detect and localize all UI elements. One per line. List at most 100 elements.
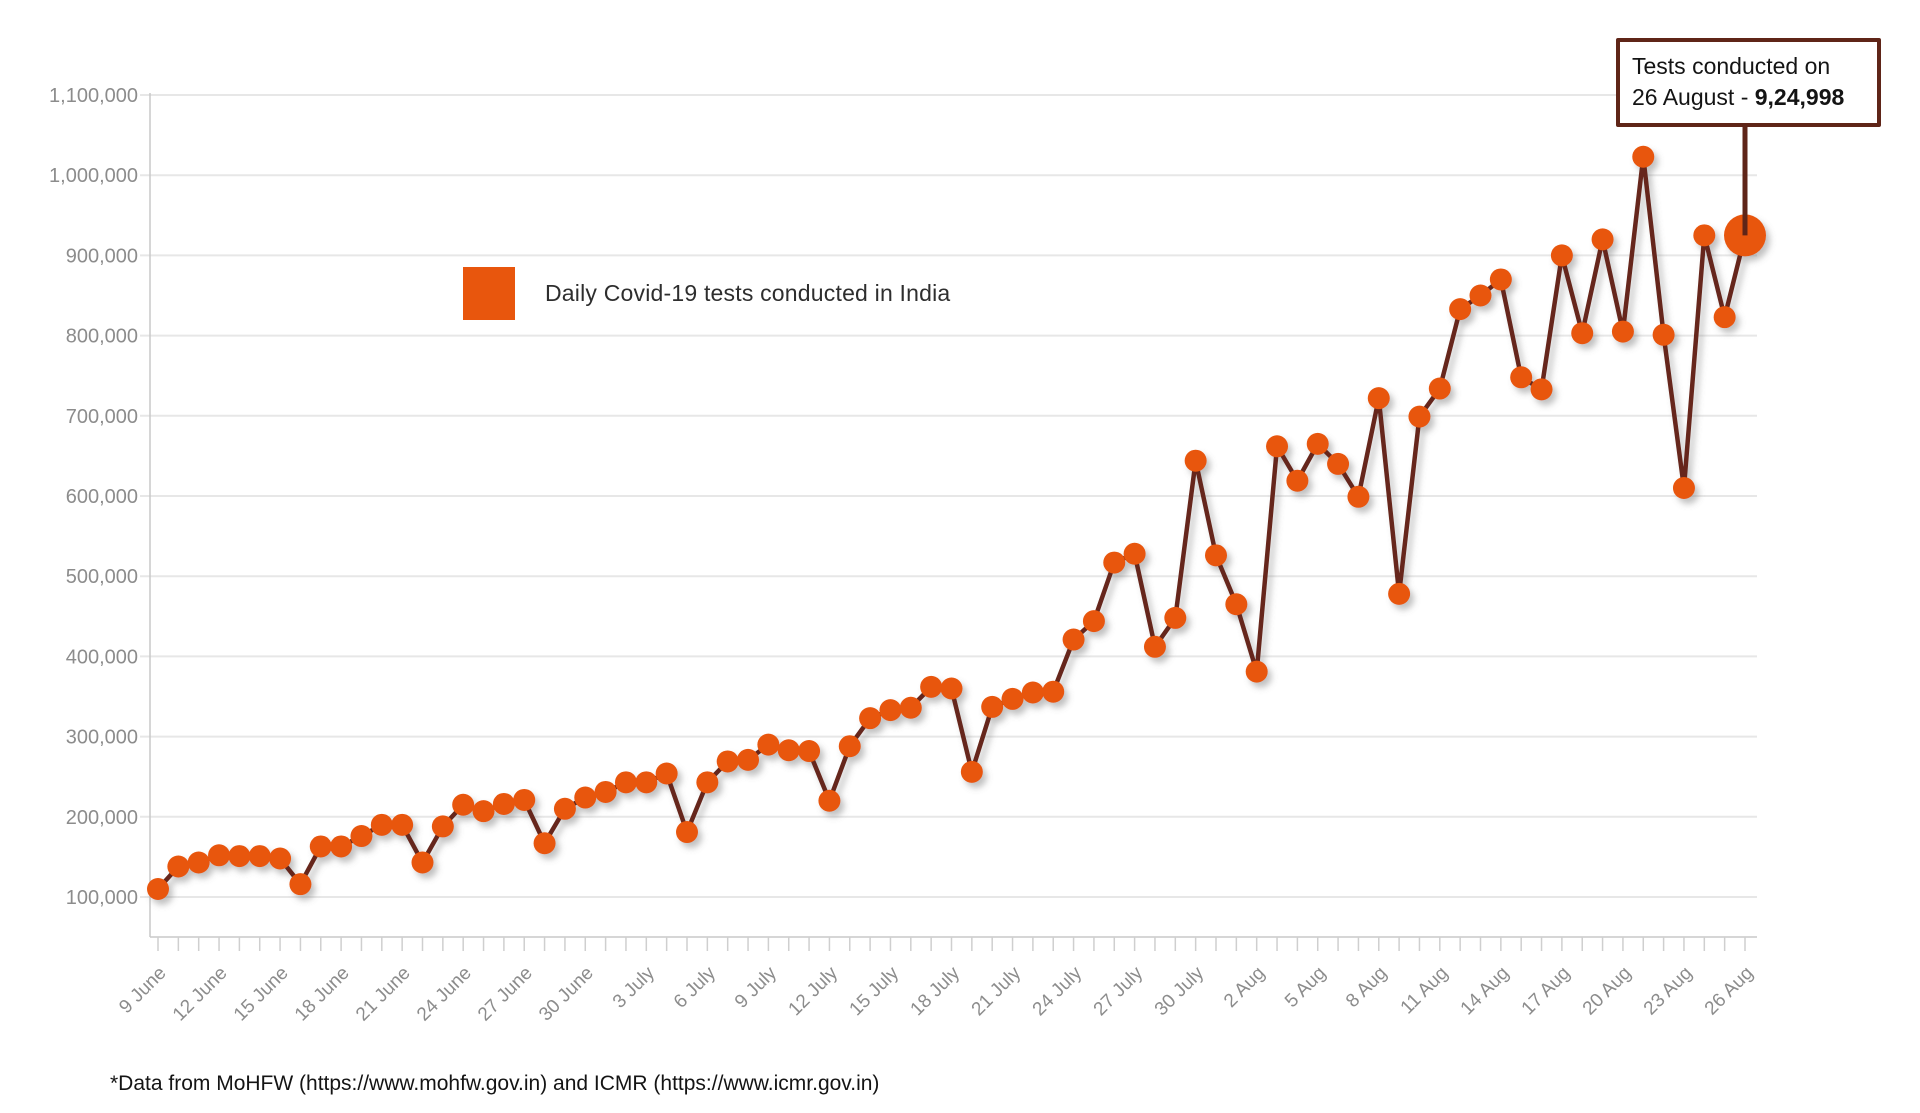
data-point[interactable] xyxy=(1611,320,1634,343)
data-point[interactable] xyxy=(228,845,251,868)
data-point[interactable] xyxy=(818,789,841,812)
legend-swatch xyxy=(463,267,515,320)
y-axis-tick-label: 1,000,000 xyxy=(49,165,138,187)
data-point[interactable] xyxy=(1713,306,1736,329)
x-axis-tick-label: 30 June xyxy=(535,963,598,1026)
data-point[interactable] xyxy=(574,786,597,809)
data-point[interactable] xyxy=(1510,366,1533,389)
data-point[interactable] xyxy=(309,835,332,858)
data-point[interactable] xyxy=(716,750,739,773)
x-axis-tick-label: 20 Aug xyxy=(1579,963,1636,1020)
data-point[interactable] xyxy=(960,760,983,783)
data-point[interactable] xyxy=(1123,542,1146,565)
data-point[interactable] xyxy=(1327,452,1350,475)
data-point[interactable] xyxy=(920,675,943,698)
data-point[interactable] xyxy=(208,844,231,867)
y-axis-tick-label: 700,000 xyxy=(66,406,138,428)
data-point[interactable] xyxy=(391,813,414,836)
x-axis-tick-label: 27 June xyxy=(474,963,537,1026)
data-point[interactable] xyxy=(635,771,658,794)
data-point[interactable] xyxy=(594,780,617,803)
data-point[interactable] xyxy=(1225,593,1248,616)
data-point[interactable] xyxy=(1184,449,1207,472)
data-point[interactable] xyxy=(1042,680,1065,703)
data-point[interactable] xyxy=(533,832,556,855)
data-point[interactable] xyxy=(553,797,576,820)
data-point[interactable] xyxy=(737,748,760,771)
y-axis-tick-label: 300,000 xyxy=(66,727,138,749)
data-point[interactable] xyxy=(676,821,698,844)
data-point[interactable] xyxy=(798,740,821,763)
data-point[interactable] xyxy=(614,771,637,794)
data-point[interactable] xyxy=(1103,551,1126,574)
annotation-callout: Tests conducted on 26 August - 9,24,998 xyxy=(1616,38,1881,127)
data-point[interactable] xyxy=(879,699,902,722)
data-point[interactable] xyxy=(248,845,271,868)
source-note: *Data from MoHFW (https://www.mohfw.gov.… xyxy=(110,1072,880,1095)
data-point[interactable] xyxy=(1388,582,1411,605)
data-point[interactable] xyxy=(1530,378,1553,401)
data-point[interactable] xyxy=(1591,228,1614,251)
data-point[interactable] xyxy=(167,855,190,878)
x-axis-tick-label: 18 June xyxy=(291,963,354,1026)
data-point[interactable] xyxy=(1672,476,1695,499)
data-point[interactable] xyxy=(187,851,210,874)
data-point[interactable] xyxy=(1693,224,1716,247)
data-point[interactable] xyxy=(1489,268,1512,291)
data-point[interactable] xyxy=(1082,610,1105,633)
data-point[interactable] xyxy=(1367,387,1390,410)
data-point[interactable] xyxy=(1286,469,1309,492)
x-axis-tick-label: 12 July xyxy=(785,962,843,1020)
data-point[interactable] xyxy=(940,677,963,700)
data-point[interactable] xyxy=(452,793,475,816)
data-point[interactable] xyxy=(1062,628,1085,651)
series-line xyxy=(155,154,1748,892)
x-axis-tick-label: 14 Aug xyxy=(1457,963,1514,1020)
x-axis-tick-label: 15 June xyxy=(230,963,293,1026)
data-point[interactable] xyxy=(859,707,882,730)
data-point[interactable] xyxy=(513,788,536,811)
data-point[interactable] xyxy=(1001,687,1024,710)
data-point[interactable] xyxy=(1571,322,1594,345)
data-point[interactable] xyxy=(1021,681,1044,704)
data-point[interactable] xyxy=(431,815,454,838)
data-point[interactable] xyxy=(1408,405,1431,428)
data-point[interactable] xyxy=(1449,298,1472,321)
data-point[interactable] xyxy=(777,739,800,762)
data-point[interactable] xyxy=(1347,485,1370,508)
data-point[interactable] xyxy=(1143,635,1166,658)
data-point[interactable] xyxy=(1306,432,1329,455)
data-point[interactable] xyxy=(655,762,678,785)
data-point[interactable] xyxy=(1266,435,1289,458)
data-point[interactable] xyxy=(269,847,292,870)
data-point[interactable] xyxy=(1205,544,1227,567)
data-point[interactable] xyxy=(757,733,780,756)
data-point[interactable] xyxy=(1245,660,1268,683)
x-axis-tick-label: 12 June xyxy=(169,963,232,1026)
legend: Daily Covid-19 tests conducted in India xyxy=(463,267,950,320)
data-point-highlight[interactable] xyxy=(1724,214,1766,257)
data-point[interactable] xyxy=(472,800,495,823)
data-point[interactable] xyxy=(492,792,515,815)
data-point[interactable] xyxy=(411,851,434,874)
data-point[interactable] xyxy=(1652,323,1675,346)
data-point[interactable] xyxy=(1550,244,1573,267)
data-point[interactable] xyxy=(330,835,353,858)
data-point[interactable] xyxy=(289,873,312,896)
data-point[interactable] xyxy=(899,696,922,719)
x-axis-tick-label: 8 Aug xyxy=(1342,963,1391,1012)
data-point[interactable] xyxy=(1164,606,1187,629)
x-axis-tick-label: 5 Aug xyxy=(1281,963,1330,1012)
data-point[interactable] xyxy=(838,735,861,758)
data-point[interactable] xyxy=(370,813,393,836)
data-point[interactable] xyxy=(1632,145,1655,168)
data-point[interactable] xyxy=(981,695,1004,718)
data-point[interactable] xyxy=(1469,284,1492,307)
data-point[interactable] xyxy=(1428,377,1451,400)
x-axis-tick-label: 24 June xyxy=(413,963,476,1026)
data-point[interactable] xyxy=(350,825,373,848)
data-point[interactable] xyxy=(696,771,719,794)
data-point[interactable] xyxy=(147,877,169,900)
